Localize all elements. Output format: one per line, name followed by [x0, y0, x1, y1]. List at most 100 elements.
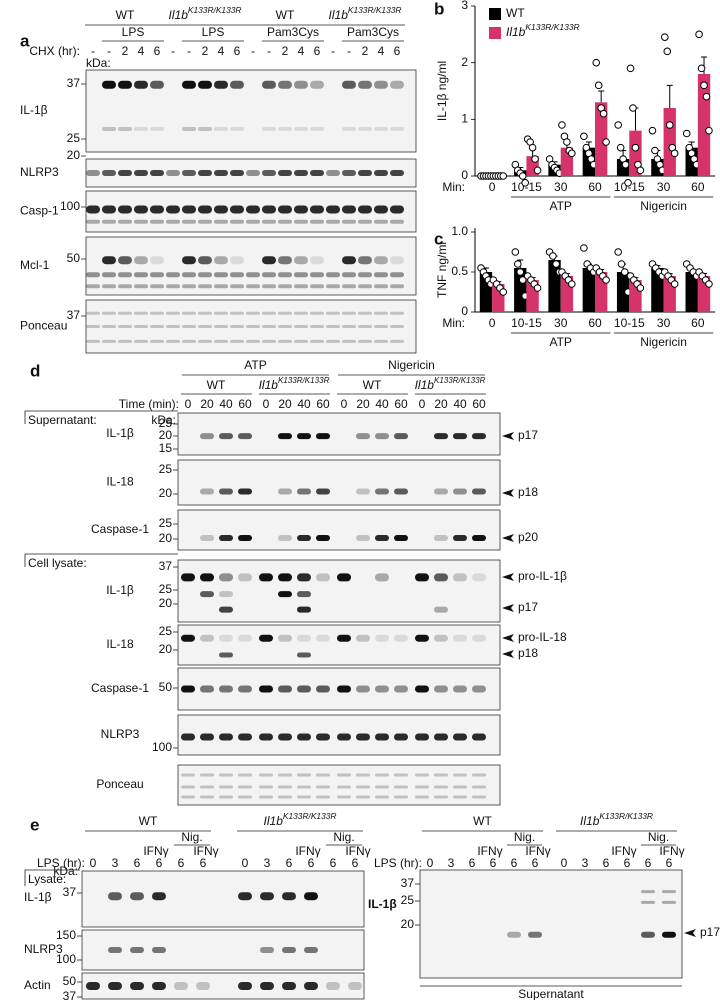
band — [214, 339, 228, 343]
band — [358, 170, 372, 176]
band — [200, 795, 214, 799]
band — [230, 311, 244, 315]
band — [134, 170, 148, 176]
band — [326, 284, 340, 289]
band — [375, 573, 389, 582]
band — [260, 892, 274, 901]
band — [316, 795, 330, 799]
stimulus-label: LPS — [122, 25, 145, 39]
band — [230, 80, 244, 89]
band — [282, 982, 296, 990]
lane-label: 0 — [90, 856, 97, 870]
band — [214, 311, 228, 315]
band — [641, 890, 655, 894]
row-label: IL-1β — [24, 890, 52, 904]
band — [356, 773, 370, 777]
lane-label: 3 — [264, 856, 271, 870]
band — [342, 219, 356, 224]
band — [278, 773, 292, 777]
band — [118, 205, 132, 214]
band — [358, 127, 372, 132]
band — [326, 219, 340, 224]
band — [219, 773, 233, 777]
series-name-superscript: K133R/K133R — [525, 22, 579, 32]
lane-label: 4 — [378, 44, 385, 58]
lane-label: 20 — [200, 397, 214, 411]
band — [238, 982, 252, 990]
band — [152, 892, 166, 901]
band — [166, 325, 180, 328]
band — [326, 205, 340, 214]
lane-label: 20 — [434, 397, 448, 411]
band-arrow-label: p17 — [518, 600, 538, 614]
band — [294, 256, 308, 265]
band — [294, 311, 308, 315]
band — [134, 219, 148, 224]
band — [310, 170, 324, 176]
section-bracket — [24, 410, 178, 424]
band — [394, 785, 408, 789]
band — [278, 634, 292, 642]
band — [641, 900, 655, 904]
band — [390, 325, 404, 328]
x-tick-label: 10-15 — [614, 180, 645, 194]
band — [472, 634, 486, 642]
band — [219, 652, 233, 658]
band — [294, 219, 308, 224]
band — [415, 685, 429, 693]
data-point — [702, 92, 711, 101]
band — [182, 272, 196, 278]
band — [259, 733, 273, 741]
panel-letter: d — [30, 361, 40, 380]
band — [278, 795, 292, 799]
band — [182, 170, 196, 176]
lane-label: 6 — [352, 856, 359, 870]
band — [434, 773, 448, 777]
treatment-label: Nig. — [181, 830, 202, 844]
genotype-label: WT — [363, 378, 382, 392]
band — [230, 205, 244, 214]
band — [294, 284, 308, 289]
band — [356, 685, 370, 693]
x-tick-label: 10-15 — [511, 180, 542, 194]
band — [166, 311, 180, 315]
band — [278, 488, 292, 495]
band — [150, 205, 164, 214]
error-bar — [666, 84, 673, 108]
kda-marker: 20 — [401, 917, 415, 931]
row-label: IL-1β — [368, 897, 397, 911]
gene-name: Il1b — [580, 814, 600, 828]
genotype-label: WT — [473, 814, 492, 828]
band — [472, 773, 486, 777]
band — [230, 170, 244, 176]
row-label: IL-18 — [106, 475, 134, 489]
band — [214, 272, 228, 278]
lane-label: 6 — [330, 856, 337, 870]
band — [246, 325, 260, 328]
band — [219, 733, 233, 741]
data-point — [499, 172, 508, 180]
data-point — [533, 166, 542, 175]
band — [297, 634, 311, 642]
band — [166, 284, 180, 289]
band — [238, 573, 252, 582]
section-title: Supernatant: — [28, 413, 97, 427]
band — [166, 170, 180, 176]
band — [297, 652, 311, 658]
band — [356, 795, 370, 799]
arrowhead — [502, 604, 514, 612]
treatment-label: IFNγ — [611, 844, 636, 858]
y-tick-label: 0 — [461, 168, 468, 182]
band — [219, 606, 233, 613]
genotype-label: WT — [116, 8, 135, 22]
band — [434, 733, 448, 741]
arrowhead — [502, 650, 514, 658]
kda-marker: 37 — [159, 559, 173, 573]
row-label: Ponceau — [96, 777, 143, 791]
band — [200, 785, 214, 789]
band — [374, 339, 388, 343]
kda-marker: 20 — [159, 428, 173, 442]
band — [358, 219, 372, 224]
blot-panel — [81, 972, 365, 1000]
band — [278, 733, 292, 741]
